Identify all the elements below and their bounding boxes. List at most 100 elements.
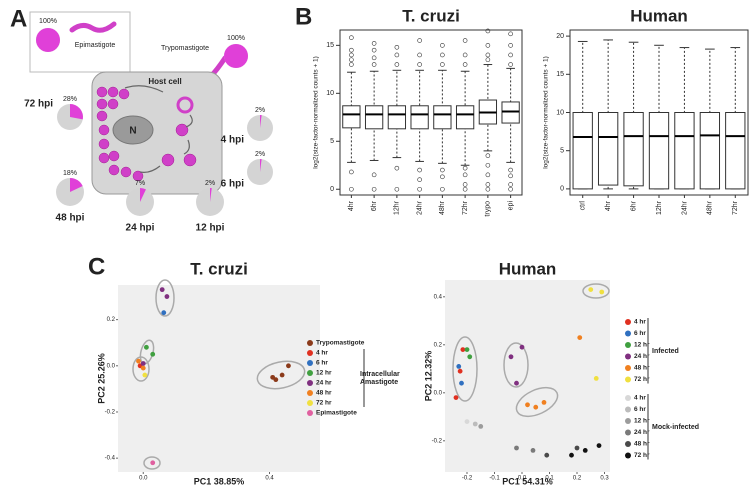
- legend-marker: [625, 319, 631, 325]
- outlier: [349, 62, 354, 67]
- pie-slice: [210, 188, 212, 202]
- outlier: [440, 52, 445, 58]
- outlier: [394, 62, 400, 67]
- outlier: [417, 52, 422, 58]
- outlier: [349, 186, 354, 192]
- scatter-point: [464, 347, 470, 352]
- scatter-point: [519, 344, 525, 350]
- box: [387, 105, 407, 130]
- box: [597, 112, 619, 186]
- cluster-outline: [452, 336, 478, 402]
- legend-marker: [625, 376, 631, 383]
- panel-label: B: [295, 3, 312, 30]
- chart-title: T. cruzi: [402, 6, 460, 25]
- y-tick-label: 0.0: [434, 390, 443, 396]
- y-tick-label: 0.2: [107, 317, 116, 323]
- legend-label: 72 hr: [634, 376, 650, 383]
- cluster-outline: [515, 386, 559, 418]
- scatter-point: [596, 443, 602, 448]
- outlier: [417, 167, 422, 173]
- diagram-label: Trypomastigote: [161, 45, 209, 52]
- scatter-point: [593, 376, 599, 381]
- x-tick-label: 12hr: [656, 200, 663, 215]
- legend-label: 12 hr: [316, 370, 332, 377]
- scatter-point: [577, 335, 583, 340]
- legend-marker: [625, 353, 631, 360]
- legend-label: 6 hr: [316, 360, 328, 367]
- scatter-point: [140, 361, 146, 366]
- scatter-point: [472, 421, 478, 427]
- x-tick-label: 4hr: [348, 200, 355, 211]
- x-tick-label: 0.2: [573, 476, 582, 482]
- legend-label: 24 hr: [316, 380, 332, 387]
- scatter-point: [136, 358, 141, 364]
- pie-slice: [70, 104, 83, 120]
- pie-value-label: 7%: [135, 180, 145, 187]
- scatter-point: [582, 448, 588, 453]
- scatter-point: [574, 445, 580, 451]
- outlier: [508, 43, 513, 48]
- legend-marker: [307, 340, 313, 346]
- x-tick-label: -0.1: [489, 476, 500, 482]
- y-tick-label: 0.2: [434, 342, 443, 348]
- y-tick-label: 5: [330, 138, 334, 145]
- chart-title: T. cruzi: [190, 259, 248, 278]
- x-axis-label: PC1 38.85%: [194, 476, 245, 486]
- y-tick-label: -0.2: [432, 438, 443, 444]
- outlier: [371, 41, 377, 46]
- cluster-outline: [143, 456, 161, 470]
- box: [433, 105, 452, 130]
- legend-label: 24 hr: [634, 353, 650, 360]
- cluster-outline: [256, 360, 306, 390]
- outlier: [508, 182, 513, 187]
- pie-slice: [70, 178, 83, 192]
- pie-title: 48 hpi: [56, 213, 85, 224]
- x-tick-label: 0.4: [265, 476, 274, 482]
- scatter-point: [150, 460, 156, 466]
- diagram: Epimastigote Trypomastigote Host cell N: [29, 11, 228, 195]
- outlier: [462, 62, 468, 67]
- outlier: [462, 165, 468, 171]
- outlier: [485, 57, 491, 63]
- panel-label: C: [88, 253, 105, 280]
- epimastigote-icon: [69, 21, 117, 33]
- pie-title: 6 hpi: [221, 179, 245, 190]
- legend-marker: [625, 418, 631, 424]
- plot-frame: [339, 29, 523, 196]
- pie-value-label: 2%: [255, 151, 265, 158]
- outlier: [440, 167, 445, 173]
- scatter-point: [150, 351, 156, 357]
- outlier: [485, 186, 491, 192]
- y-tick-label: -0.2: [105, 410, 116, 416]
- y-tick-label: -0.4: [105, 456, 116, 462]
- x-tick-label: 24hr: [681, 200, 688, 215]
- outlier: [462, 182, 468, 187]
- legend-label: Epimastigote: [316, 410, 357, 417]
- y-tick-label: 0: [560, 186, 564, 193]
- plot-area: [445, 280, 610, 472]
- legend-marker: [307, 410, 313, 416]
- legend-label: 48 hr: [316, 390, 332, 397]
- diagram-label: Epimastigote: [75, 42, 116, 49]
- outlier: [508, 31, 513, 37]
- outlier: [462, 172, 468, 178]
- group-label: Infected: [652, 347, 679, 355]
- outlier: [440, 186, 445, 192]
- scatter-point: [478, 424, 484, 429]
- legend-label: 12 hr: [634, 342, 650, 349]
- scatter-point: [569, 452, 574, 458]
- x-tick-label: 72hr: [462, 200, 469, 215]
- chart-title: Human: [630, 6, 688, 25]
- x-tick-label: 6hr: [371, 200, 378, 211]
- x-tick-label: 48hr: [439, 200, 446, 215]
- scatter-point: [140, 365, 146, 371]
- outlier: [485, 43, 491, 48]
- group-label-box: Infected: [652, 347, 679, 355]
- scatter-point: [159, 287, 165, 293]
- scatter-point: [144, 344, 149, 350]
- outlier: [394, 186, 400, 192]
- outlier: [417, 62, 422, 67]
- outlier: [371, 186, 377, 192]
- legend-marker: [625, 452, 631, 459]
- scatter-point: [467, 354, 473, 360]
